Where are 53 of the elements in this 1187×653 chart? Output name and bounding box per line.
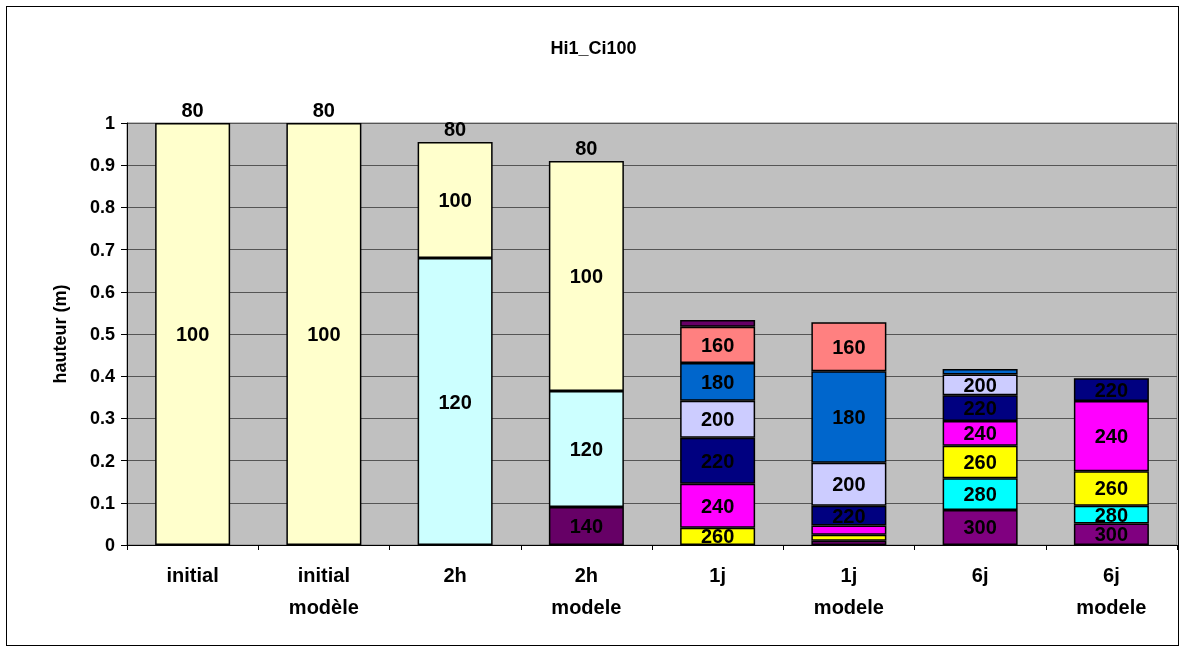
text: 220 bbox=[700, 449, 735, 472]
text: 260 bbox=[963, 451, 997, 474]
annotation: 80 bbox=[444, 117, 467, 140]
y-tick-label: 0.4 bbox=[89, 366, 115, 387]
text: 220 bbox=[963, 397, 997, 420]
text: 180 bbox=[832, 405, 866, 428]
x-tick-label: 2h bbox=[443, 564, 467, 586]
x-tick-label: 6j modele bbox=[1076, 564, 1147, 618]
text: 220 bbox=[832, 504, 866, 527]
text: 240 bbox=[700, 494, 735, 517]
annotation: 80 bbox=[312, 99, 335, 121]
text: 200 bbox=[832, 473, 866, 496]
series-label: 280 bbox=[1094, 503, 1129, 526]
x-tick-label: 6j bbox=[971, 564, 989, 586]
text: 100 bbox=[307, 323, 341, 345]
series-label: 300 bbox=[1094, 523, 1129, 546]
chart-title: Hi1_Ci100 bbox=[550, 38, 637, 58]
x-tick-label: initial bbox=[166, 564, 219, 586]
series-label: 100 bbox=[175, 323, 210, 345]
y-tick-label: 0.9 bbox=[89, 155, 115, 176]
series-label: 240 bbox=[963, 422, 997, 445]
y-tick-label: 0 bbox=[104, 535, 115, 555]
x-tick-label: 1j bbox=[709, 564, 726, 586]
series-label: 260 bbox=[700, 525, 735, 548]
series-label: 180 bbox=[700, 370, 735, 393]
annotation: 80 bbox=[181, 99, 204, 121]
text: 160 bbox=[832, 335, 866, 358]
y-tick-label: 0.5 bbox=[89, 324, 115, 344]
series-label: 200 bbox=[963, 373, 997, 396]
series-label: 120 bbox=[438, 390, 472, 413]
text: 100 bbox=[569, 264, 604, 287]
annotation: 80 bbox=[575, 136, 598, 159]
text: 300 bbox=[963, 516, 997, 539]
x-tick-label: 2h modele bbox=[551, 564, 622, 618]
x-tick-label: initial modèle bbox=[288, 564, 359, 618]
y-tick-label: 0.3 bbox=[89, 408, 115, 429]
text: 100 bbox=[438, 189, 472, 212]
text: 240 bbox=[1094, 425, 1129, 448]
text: 120 bbox=[569, 437, 604, 460]
text: 200 bbox=[700, 408, 735, 431]
series-label: 160 bbox=[700, 333, 735, 356]
y-tick-label: 0.7 bbox=[89, 239, 115, 260]
series-label: 220 bbox=[1094, 378, 1129, 401]
y-tick-label: 1 bbox=[104, 113, 115, 133]
y-tick-label: 0.6 bbox=[89, 281, 115, 302]
x-tick-label: 1j modele bbox=[813, 564, 884, 618]
series-label: 140 bbox=[569, 515, 604, 538]
y-tick-label: 0.1 bbox=[89, 492, 115, 513]
y-tick-label: 0.8 bbox=[89, 197, 115, 218]
text: 260 bbox=[1094, 477, 1129, 500]
y-axis-title: hauteur (m) bbox=[50, 284, 70, 384]
y-tick-label: 0.2 bbox=[89, 450, 115, 471]
text: 280 bbox=[963, 483, 997, 506]
